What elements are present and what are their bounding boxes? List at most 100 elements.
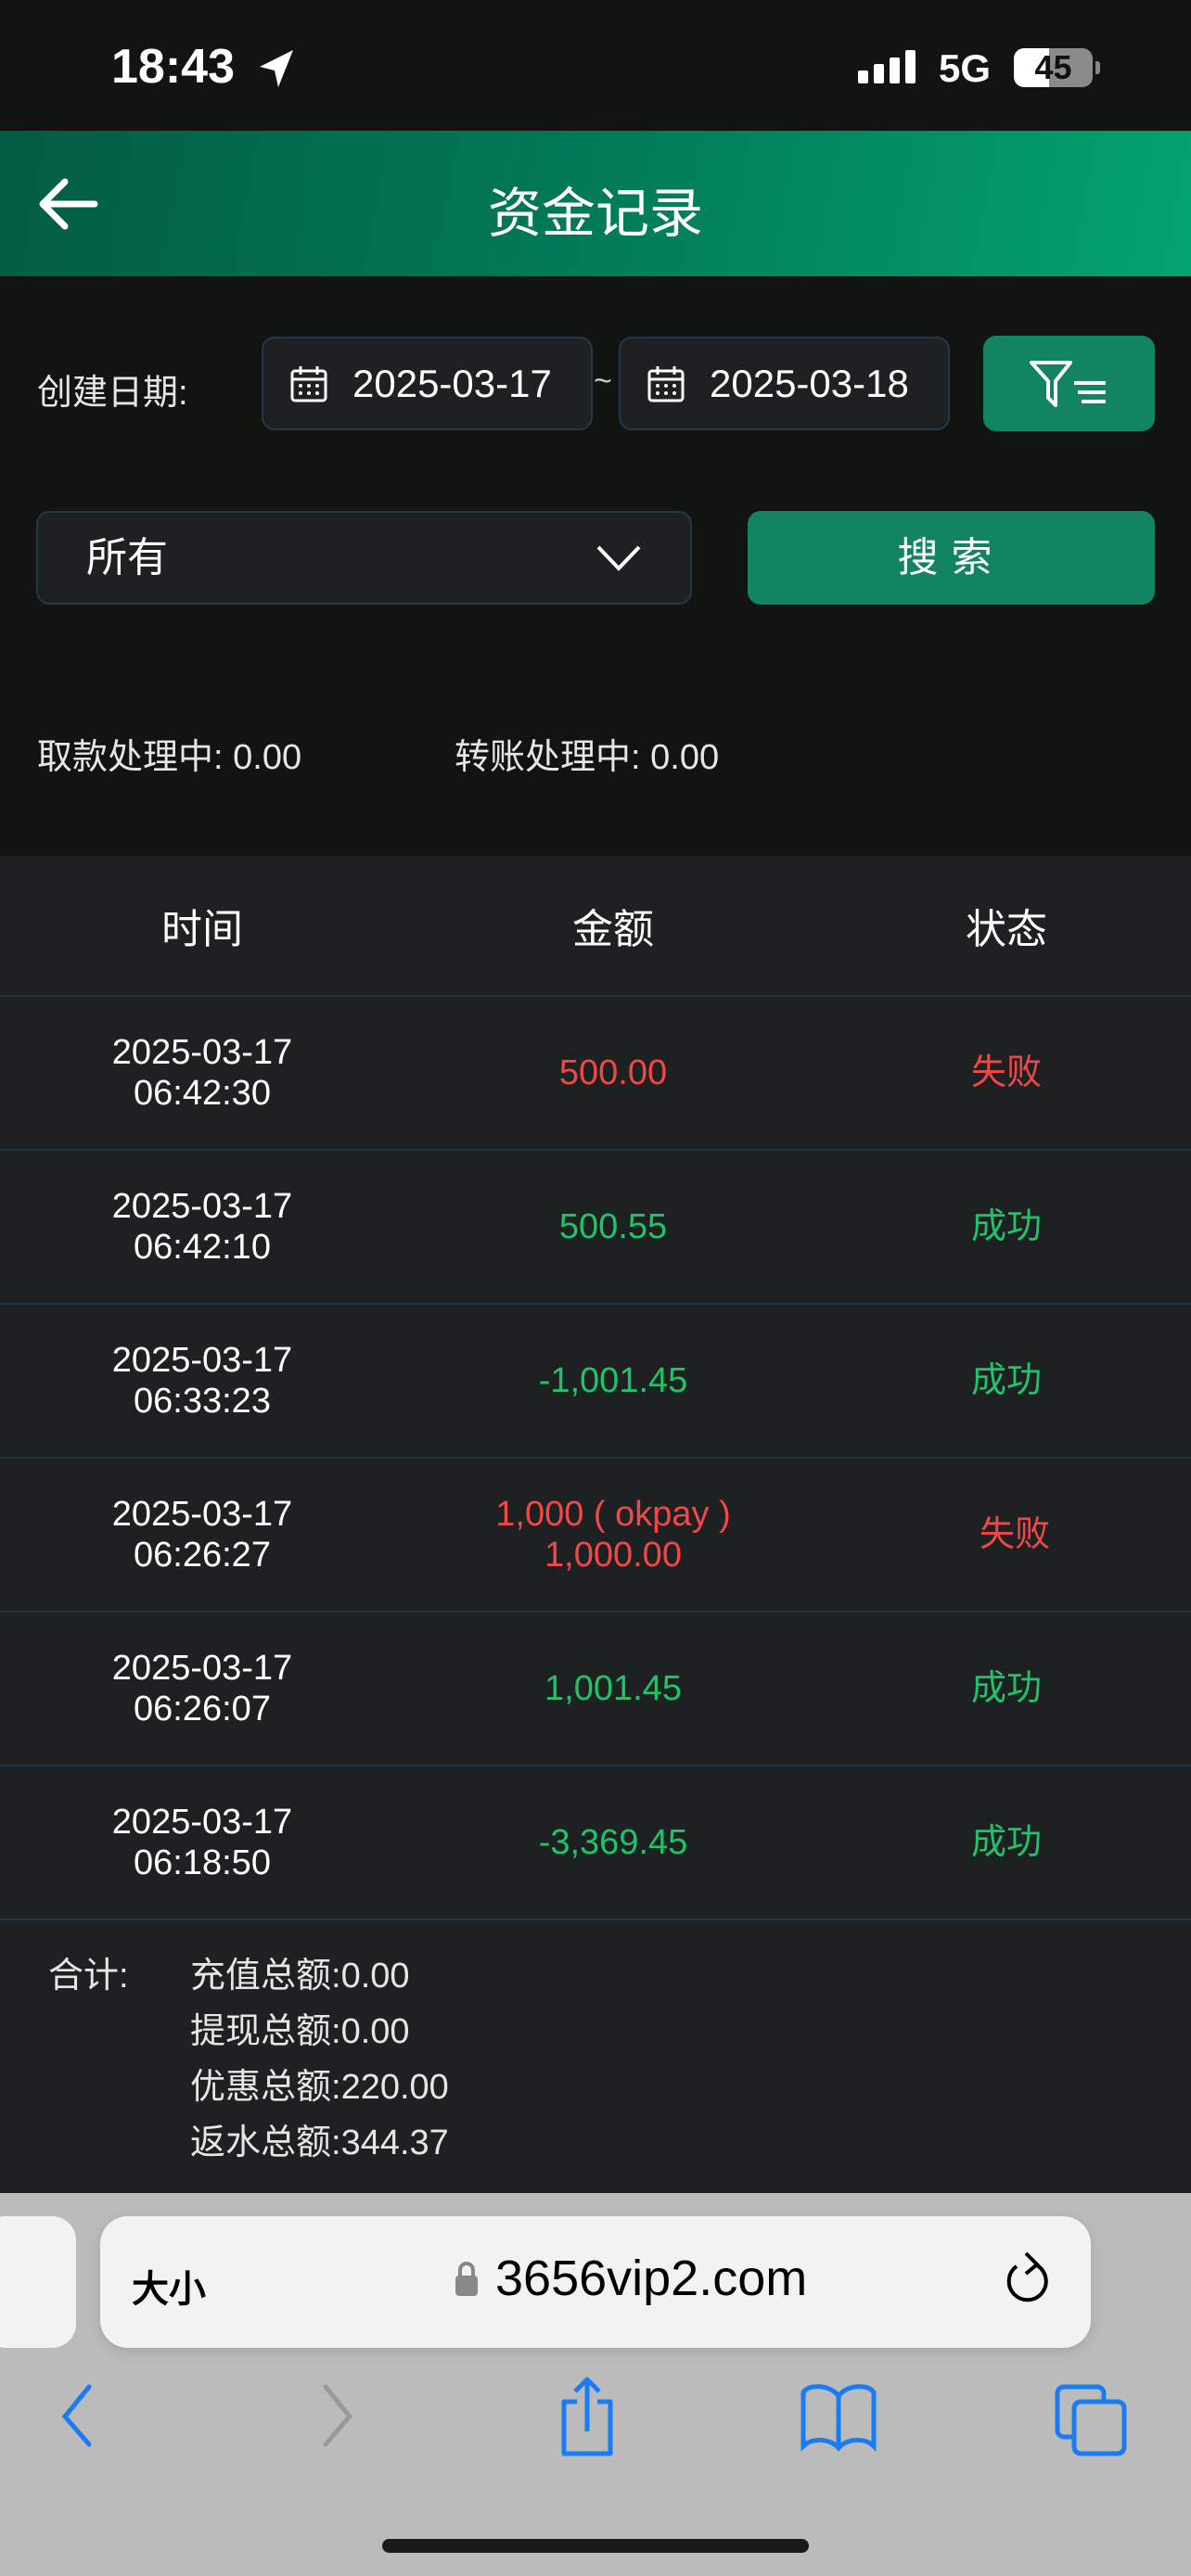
row-amount: 500.00 <box>558 1053 668 1092</box>
row-time: 06:42:10 <box>134 1228 271 1267</box>
table-row: 2025-03-17 06:42:10 500.55 成功 <box>0 1151 1191 1305</box>
end-date-input[interactable]: 2025-03-18 <box>619 337 950 430</box>
summary-label: 合计: <box>48 1957 129 1996</box>
table-row: 2025-03-17 06:33:23 -1,001.45 成功 <box>0 1305 1191 1459</box>
home-indicator <box>382 2539 809 2553</box>
row-time: 06:33:23 <box>134 1382 271 1421</box>
page-title: 资金记录 <box>487 184 703 244</box>
filter-icon <box>1029 360 1106 407</box>
share-icon[interactable] <box>557 2376 618 2457</box>
location-icon <box>260 50 293 87</box>
row-amount: 500.55 <box>558 1207 668 1246</box>
row-amount-cell: 500.00 <box>404 1052 822 1093</box>
summary-item-label: 提现总额: <box>190 2012 341 2051</box>
summary-withdraw: 提现总额:0.00 <box>190 2004 449 2060</box>
table-row: 2025-03-17 06:26:27 1,000 ( okpay ) 1,000.… <box>0 1459 1191 1613</box>
row-status: 成功 <box>970 1823 1042 1862</box>
row-amount-cell: -3,369.45 <box>404 1822 822 1863</box>
column-header-amount: 金额 <box>572 907 654 952</box>
row-date: 2025-03-17 <box>111 1495 293 1534</box>
summary-item-label: 返水总额: <box>190 2123 341 2162</box>
withdraw-pending: 取款处理中: 0.00 <box>37 728 301 779</box>
start-date-value: 2025-03-17 <box>352 361 552 405</box>
reload-icon[interactable] <box>1002 2250 1054 2309</box>
summary-item-value: 0.00 <box>340 1957 410 1996</box>
summary-item-label: 充值总额: <box>190 1957 341 1996</box>
row-date: 2025-03-17 <box>111 1033 293 1072</box>
row-datetime: 2025-03-17 06:18:50 <box>0 1802 404 1883</box>
table-row: 2025-03-17 06:26:07 1,001.45 成功 <box>0 1613 1191 1766</box>
bookmarks-icon[interactable] <box>800 2383 877 2452</box>
row-amount-cell: 500.55 <box>404 1206 822 1247</box>
transfer-pending: 转账处理中: 0.00 <box>455 728 719 779</box>
row-datetime: 2025-03-17 06:33:23 <box>0 1340 404 1422</box>
lock-icon <box>455 2262 478 2296</box>
signal-icon <box>858 50 916 83</box>
summary-rebate: 返水总额:344.37 <box>190 2115 449 2171</box>
table-row: 2025-03-17 06:18:50 -3,369.45 成功 <box>0 1766 1191 1920</box>
filter-button[interactable] <box>983 336 1155 431</box>
network-type: 5G <box>939 46 992 90</box>
url[interactable]: 3656vip2.com <box>455 2250 807 2307</box>
battery-icon: 45 <box>1014 48 1093 87</box>
row-time: 06:42:30 <box>134 1074 271 1113</box>
column-header-time: 时间 <box>161 907 243 952</box>
status-bar: 18:43 5G 45 <box>0 0 1191 131</box>
summary-item-value: 0.00 <box>340 2012 410 2051</box>
row-amount-cell: -1,001.45 <box>404 1360 822 1401</box>
withdraw-pending-value: 0.00 <box>233 738 302 777</box>
row-time: 06:18:50 <box>134 1843 271 1882</box>
summary-bonus: 优惠总额:220.00 <box>190 2060 449 2115</box>
table-header: 时间 金额 状态 <box>0 856 1191 997</box>
row-amount: -3,369.45 <box>538 1823 688 1862</box>
summary: 合计: 充值总额:0.00 提现总额:0.00 优惠总额:220.00 返水总额… <box>0 1920 1191 2171</box>
row-amount-cell: 1,001.45 <box>404 1668 822 1709</box>
row-time: 06:26:27 <box>134 1536 271 1575</box>
row-amount: 1,001.45 <box>544 1669 682 1708</box>
row-status: 失败 <box>979 1515 1050 1554</box>
summary-item-label: 优惠总额: <box>190 2068 341 2107</box>
row-date: 2025-03-17 <box>111 1803 293 1842</box>
tabs-icon[interactable] <box>1054 2383 1128 2457</box>
row-status: 成功 <box>970 1361 1042 1400</box>
row-datetime: 2025-03-17 06:42:30 <box>0 1032 404 1114</box>
summary-item-value: 220.00 <box>340 2068 449 2107</box>
withdraw-pending-label: 取款处理中: <box>37 738 224 777</box>
summary-item-value: 344.37 <box>340 2123 449 2162</box>
chevron-down-icon <box>596 545 641 571</box>
row-date: 2025-03-17 <box>111 1341 293 1380</box>
search-button[interactable]: 搜索 <box>748 511 1155 605</box>
row-amount: 1,000.00 <box>544 1536 682 1575</box>
date-label: 创建日期: <box>37 374 188 413</box>
back-icon[interactable] <box>58 2383 95 2448</box>
battery-cap <box>1095 61 1100 74</box>
row-amount: -1,001.45 <box>538 1361 688 1400</box>
previous-tab[interactable] <box>0 2216 76 2348</box>
row-time: 06:26:07 <box>134 1690 271 1728</box>
records-table: 时间 金额 状态 2025-03-17 06:42:30 500.00 失败 202… <box>0 856 1191 2193</box>
row-date: 2025-03-17 <box>111 1187 293 1226</box>
transfer-pending-value: 0.00 <box>650 738 720 777</box>
forward-icon[interactable] <box>320 2383 357 2448</box>
row-status: 失败 <box>970 1053 1042 1092</box>
column-header-status: 状态 <box>966 907 1047 952</box>
type-select[interactable]: 所有 <box>36 511 692 605</box>
table-row: 2025-03-17 06:42:30 500.00 失败 <box>0 997 1191 1151</box>
calendar-icon <box>290 365 327 402</box>
row-status: 成功 <box>970 1207 1042 1246</box>
start-date-input[interactable]: 2025-03-17 <box>262 337 593 430</box>
date-separator: ~ <box>594 363 612 399</box>
row-date: 2025-03-17 <box>111 1649 293 1688</box>
summary-deposit: 充值总额:0.00 <box>190 1948 449 2004</box>
url-text: 3656vip2.com <box>495 2251 808 2306</box>
type-select-value: 所有 <box>86 535 168 580</box>
back-arrow-icon[interactable] <box>37 176 98 232</box>
row-datetime: 2025-03-17 06:42:10 <box>0 1186 404 1268</box>
clock: 18:43 <box>111 40 235 94</box>
address-bar[interactable]: 大小 3656vip2.com <box>100 2216 1091 2348</box>
calendar-icon <box>647 365 685 402</box>
row-amount-cell: 1,000 ( okpay ) 1,000.00 <box>404 1494 822 1575</box>
row-status: 成功 <box>970 1669 1042 1708</box>
amount-note: 1,000 ( okpay ) <box>495 1495 731 1534</box>
text-size-button[interactable]: 大小 <box>132 2269 206 2310</box>
